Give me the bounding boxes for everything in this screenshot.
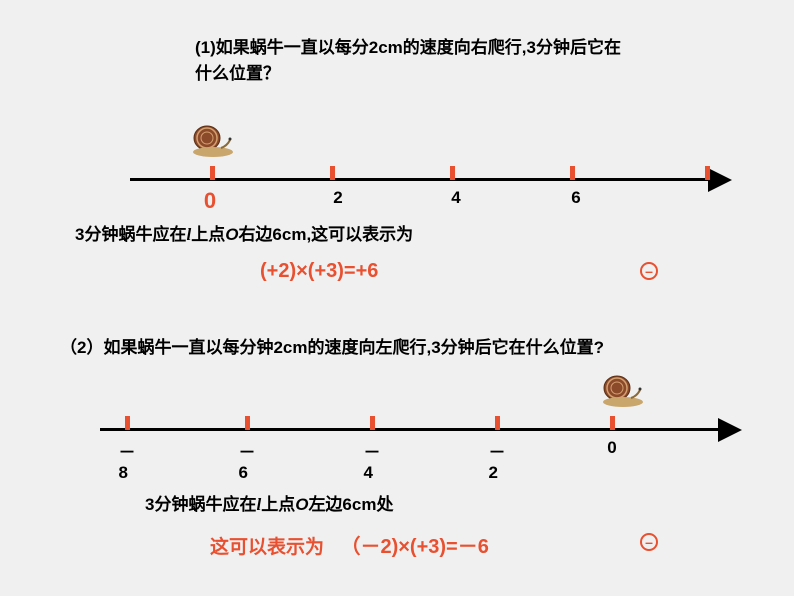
tick-n6 (245, 416, 250, 430)
equation-2-wrap: 这可以表示为 （－2)×(+3)=－6 (210, 530, 489, 559)
question-1-text: (1)如果蜗牛一直以每分2cm的速度向右爬行,3分钟后它在什么位置？ (195, 35, 625, 86)
tick-label-n8: －8 (119, 438, 136, 483)
tick-n2 (495, 416, 500, 430)
statement-1-rest: 分钟蜗牛应在l上点O右边6cm,这可以表示为 (84, 225, 413, 244)
tick-label-2: 2 (333, 188, 342, 208)
statement-2-rest: 分钟蜗牛应在l上点O左边6cm处 (154, 495, 393, 514)
tick-6 (570, 166, 575, 180)
snail-icon (595, 374, 645, 408)
tick-4 (450, 166, 455, 180)
tick-0b (610, 416, 615, 430)
arrow-icon (718, 418, 742, 442)
tick-label-n4: －4 (364, 438, 381, 483)
tick-n8 (125, 416, 130, 430)
snail-icon (185, 124, 235, 158)
circle-minus-icon: – (640, 262, 658, 280)
question-2-text: （2）如果蜗牛一直以每分钟2cm的速度向左爬行,3分钟后它在什么位置? (60, 335, 760, 361)
tick-label-n6: －6 (239, 438, 256, 483)
equation-1: (+2)×(+3)=+6 (260, 260, 378, 283)
tick-label-0: 0 (204, 188, 216, 214)
equation-2: （－2)×(+3)=－6 (340, 536, 488, 558)
axis-line (130, 178, 710, 181)
eq2-prefix: 这可以表示为 (210, 537, 324, 558)
axis-line (100, 428, 720, 431)
statement-1: 3分钟蜗牛应在l上点O右边6cm,这可以表示为 (75, 220, 413, 245)
arrow-icon (708, 168, 732, 192)
statement-2: 3分钟蜗牛应在l上点O左边6cm处 (145, 490, 393, 515)
circle-minus-icon: – (640, 533, 658, 551)
tick-label-4: 4 (451, 188, 460, 208)
tick-end (705, 166, 710, 180)
tick-label-n2: －2 (489, 438, 506, 483)
tick-label-0b: 0 (607, 438, 616, 458)
tick-n4 (370, 416, 375, 430)
tick-2 (330, 166, 335, 180)
tick-0 (210, 166, 215, 180)
tick-label-6: 6 (571, 188, 580, 208)
